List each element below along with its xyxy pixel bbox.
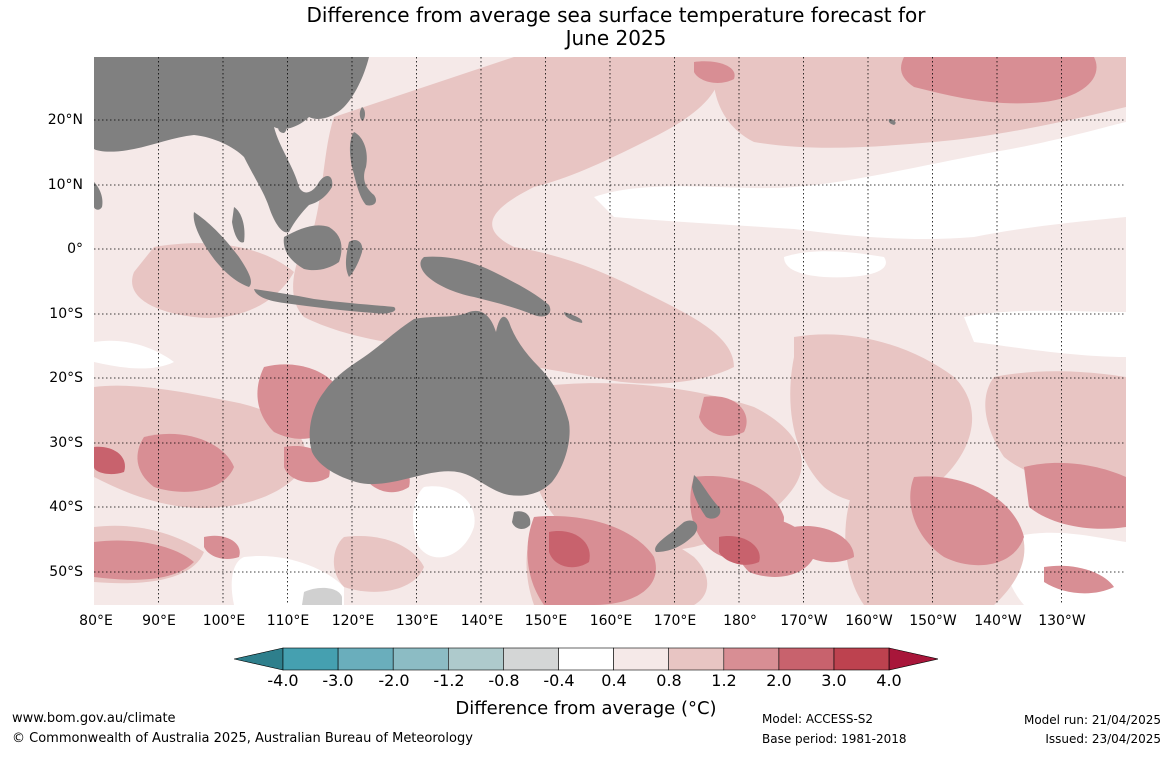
lon-label: 130°W	[1038, 613, 1086, 629]
sst-anomaly-map	[94, 57, 1126, 605]
ice-patch	[302, 587, 342, 605]
colorbar	[234, 647, 938, 671]
land-masses	[94, 57, 896, 552]
issued-date: Issued: 23/04/2025	[1045, 732, 1161, 746]
lon-label: 130°E	[395, 613, 439, 629]
model-name: Model: ACCESS-S2	[762, 712, 874, 726]
colorbar-title: Difference from average (°C)	[455, 698, 717, 719]
colorbar-label: -4.0	[267, 671, 299, 690]
colorbar-label: 1.2	[711, 671, 737, 690]
colorbar-extend-low	[234, 647, 284, 671]
lat-label: 20°N	[47, 112, 83, 128]
lat-label: 10°S	[49, 306, 83, 322]
colorbar-cell	[833, 647, 890, 671]
lat-label: 10°N	[47, 177, 83, 193]
colorbar-label: 0.8	[656, 671, 682, 690]
colorbar-label: -0.8	[488, 671, 520, 690]
lon-label: 110°E	[266, 613, 310, 629]
colorbar-cell	[778, 647, 835, 671]
colorbar-cell	[392, 647, 449, 671]
map-title-line2: June 2025	[565, 26, 667, 50]
lon-label: 80°E	[79, 613, 113, 629]
colorbar-label: -2.0	[378, 671, 410, 690]
colorbar-cell	[723, 647, 780, 671]
colorbar-label: 4.0	[876, 671, 902, 690]
colorbar-cells	[234, 647, 938, 671]
colorbar-label: 2.0	[766, 671, 792, 690]
lon-label: 150°E	[524, 613, 568, 629]
lon-label: 160°W	[845, 613, 893, 629]
lon-label: 170°E	[653, 613, 697, 629]
lat-label: 30°S	[49, 435, 83, 451]
colorbar-label: 0.4	[601, 671, 627, 690]
lon-label: 140°W	[974, 613, 1022, 629]
colorbar-cell	[448, 647, 504, 671]
lon-label: 170°W	[780, 613, 828, 629]
copyright-notice: © Commonwealth of Australia 2025, Austra…	[12, 731, 473, 746]
lon-label: 180°	[723, 613, 757, 629]
lon-label: 100°E	[202, 613, 246, 629]
lat-label: 40°S	[49, 499, 83, 515]
colorbar-extend-high	[888, 647, 938, 671]
base-period: Base period: 1981-2018	[762, 732, 907, 746]
lat-label: 20°S	[49, 370, 83, 386]
lon-label: 90°E	[142, 613, 176, 629]
colorbar-cell	[337, 647, 394, 671]
lon-label: 160°E	[589, 613, 633, 629]
map-title-line1: Difference from average sea surface temp…	[306, 3, 926, 27]
map-title: Difference from average sea surface temp…	[0, 4, 1173, 50]
lat-label: 0°	[67, 241, 83, 257]
lon-label: 120°E	[331, 613, 375, 629]
website-url: www.bom.gov.au/climate	[12, 711, 176, 726]
lon-label: 140°E	[460, 613, 504, 629]
colorbar-cell	[668, 647, 725, 671]
colorbar-label: -0.4	[543, 671, 575, 690]
colorbar-label: -3.0	[322, 671, 354, 690]
colorbar-cell	[558, 647, 614, 671]
map-svg	[94, 57, 1126, 605]
colorbar-label: -1.2	[433, 671, 465, 690]
colorbar-cell	[282, 647, 339, 671]
lat-label: 50°S	[49, 564, 83, 580]
colorbar-cell	[503, 647, 559, 671]
model-run-date: Model run: 21/04/2025	[1023, 713, 1161, 727]
anomaly-1-2-regions	[94, 57, 1126, 605]
colorbar-cell	[613, 647, 670, 671]
lon-label: 150°W	[909, 613, 957, 629]
colorbar-label: 3.0	[821, 671, 847, 690]
gridlines	[94, 57, 1126, 605]
